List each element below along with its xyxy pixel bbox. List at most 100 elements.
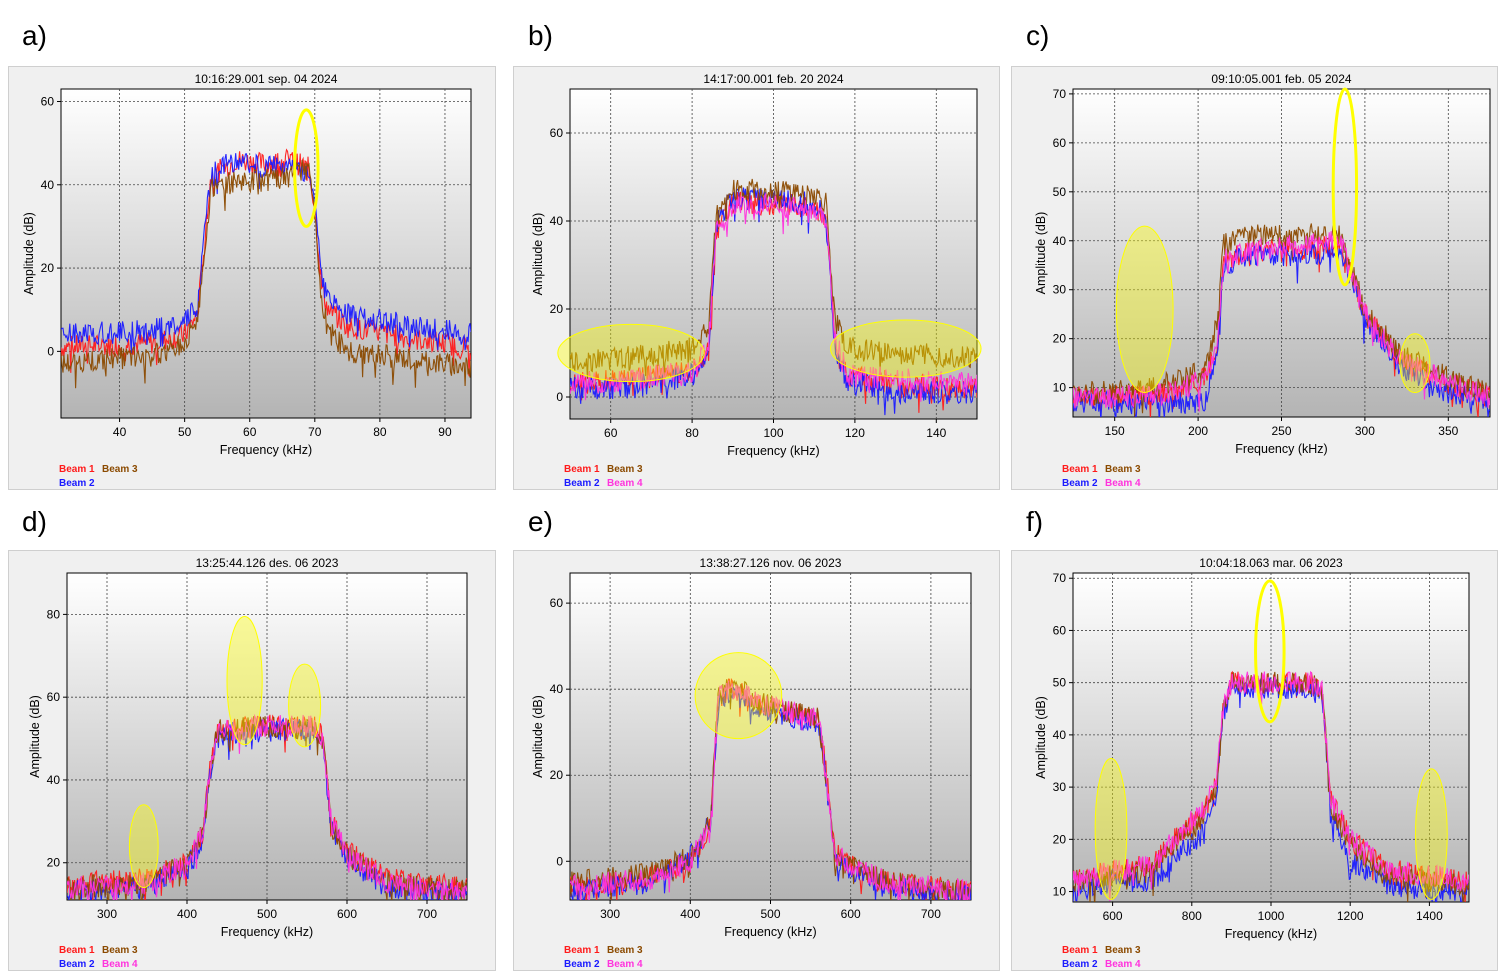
x-tick-label: 60 [604, 426, 618, 440]
y-tick-label: 20 [550, 302, 564, 316]
x-tick-label: 250 [1271, 424, 1291, 438]
legend-entry: Beam 3 [102, 464, 138, 475]
series-line-beam-4 [67, 713, 467, 900]
x-tick-label: 90 [438, 425, 452, 439]
x-tick-label: 50 [178, 425, 192, 439]
chart-title: 09:10:05.001 feb. 05 2024 [1211, 72, 1351, 86]
x-tick-label: 200 [1188, 424, 1208, 438]
series-line-beam-4 [570, 680, 971, 900]
highlight-ellipse [694, 652, 783, 740]
legend-entry: Beam 4 [1105, 478, 1141, 489]
legend-entry: Beam 3 [1105, 464, 1141, 475]
x-tick-label: 400 [177, 907, 197, 921]
legend-entry: Beam 1 [564, 945, 600, 956]
highlight-ellipse [1415, 768, 1448, 900]
chart-panel-e: 13:38:27.126 nov. 06 2023 300 400 500 600 700… [513, 550, 1000, 971]
x-tick-label: 1000 [1258, 909, 1285, 923]
y-tick-label: 40 [47, 773, 61, 787]
x-axis-label: Frequency (kHz) [220, 443, 312, 457]
y-tick-label: 40 [1053, 728, 1067, 742]
y-tick-label: 10 [1053, 381, 1067, 395]
y-tick-label: 40 [550, 682, 564, 696]
x-tick-label: 800 [1182, 909, 1202, 923]
panel-label-f: f) [1026, 506, 1044, 537]
y-tick-label: 20 [47, 856, 61, 870]
y-tick-label: 60 [1053, 136, 1067, 150]
x-axis-label: Frequency (kHz) [724, 925, 816, 939]
highlight-ellipse [557, 323, 705, 383]
series-line-beam-4 [1073, 670, 1469, 902]
y-tick-label: 0 [556, 390, 563, 404]
x-tick-label: 70 [308, 425, 322, 439]
x-axis-label: Frequency (kHz) [221, 925, 313, 939]
legend-entry: Beam 2 [59, 478, 95, 489]
legend-entry: Beam 3 [607, 945, 643, 956]
x-tick-label: 500 [760, 907, 780, 921]
series-line-beam-3 [570, 679, 971, 900]
x-tick-label: 600 [841, 907, 861, 921]
legend-entry: Beam 1 [1062, 945, 1098, 956]
y-axis-label: Amplitude (dB) [531, 213, 545, 296]
x-tick-label: 140 [926, 426, 946, 440]
legend-entry: Beam 2 [1062, 959, 1098, 970]
y-tick-label: 70 [1053, 571, 1067, 585]
x-tick-label: 600 [337, 907, 357, 921]
x-tick-label: 700 [921, 907, 941, 921]
legend-entry: Beam 4 [102, 959, 138, 970]
legend-entry: Beam 1 [59, 464, 95, 475]
y-tick-label: 60 [41, 94, 55, 108]
highlight-ellipse [288, 663, 322, 748]
highlight-ellipse [128, 804, 159, 889]
x-tick-label: 300 [97, 907, 117, 921]
legend-entry: Beam 2 [59, 959, 95, 970]
y-axis-label: Amplitude (dB) [22, 212, 36, 295]
series-line-beam-2 [1073, 675, 1469, 902]
x-tick-label: 1400 [1416, 909, 1443, 923]
legend-entry: Beam 1 [564, 464, 600, 475]
chart-panel-b: 14:17:00.001 feb. 20 2024 60 80 100 120 140 0 2… [513, 66, 1000, 490]
y-tick-label: 70 [1053, 87, 1067, 101]
series-line-beam-4 [570, 192, 977, 402]
panel-label-c: c) [1026, 20, 1050, 51]
x-tick-label: 400 [680, 907, 700, 921]
y-tick-label: 60 [1053, 623, 1067, 637]
y-axis-label: Amplitude (dB) [1034, 212, 1048, 295]
legend-entry: Beam 3 [1105, 945, 1141, 956]
y-tick-label: 40 [1053, 234, 1067, 248]
spectrum-chart-f: 10:04:18.063 mar. 06 2023 600 800 1000 1200 1… [1034, 556, 1470, 970]
y-tick-label: 30 [1053, 780, 1067, 794]
spectrum-chart-d: 13:25:44.126 des. 06 2023 300 400 500 600 700… [28, 556, 468, 970]
series-line-beam-3 [61, 160, 471, 389]
y-tick-label: 30 [1053, 283, 1067, 297]
y-axis-label: Amplitude (dB) [1034, 696, 1048, 779]
highlight-ellipse [1094, 757, 1128, 900]
series-line-beam-4 [1073, 231, 1490, 412]
chart-title: 10:04:18.063 mar. 06 2023 [1199, 556, 1343, 570]
x-tick-label: 600 [1103, 909, 1123, 923]
legend-entry: Beam 3 [102, 945, 138, 956]
series-line-beam-2 [61, 153, 471, 354]
y-tick-label: 20 [550, 768, 564, 782]
highlight-ellipse [1399, 333, 1431, 394]
y-tick-label: 20 [1053, 332, 1067, 346]
chart-panel-f: 10:04:18.063 mar. 06 2023 600 800 1000 1200 1… [1011, 550, 1498, 971]
y-tick-label: 0 [47, 344, 54, 358]
x-tick-label: 300 [1355, 424, 1375, 438]
x-tick-label: 120 [845, 426, 865, 440]
y-axis-label: Amplitude (dB) [531, 695, 545, 778]
chart-title: 10:16:29.001 sep. 04 2024 [195, 72, 338, 86]
y-tick-label: 20 [41, 261, 55, 275]
y-tick-label: 60 [550, 596, 564, 610]
highlight-ellipse [1115, 225, 1174, 394]
x-tick-label: 300 [600, 907, 620, 921]
x-axis-label: Frequency (kHz) [1225, 927, 1317, 941]
chart-panel-d: 13:25:44.126 des. 06 2023 300 400 500 600 700… [8, 550, 496, 971]
y-tick-label: 0 [556, 854, 563, 868]
x-tick-label: 80 [373, 425, 387, 439]
y-axis-label: Amplitude (dB) [28, 695, 42, 778]
highlight-ellipse [1331, 87, 1359, 287]
x-axis-label: Frequency (kHz) [1235, 442, 1327, 456]
legend-entry: Beam 1 [1062, 464, 1098, 475]
legend-entry: Beam 3 [607, 464, 643, 475]
x-tick-label: 700 [417, 907, 437, 921]
